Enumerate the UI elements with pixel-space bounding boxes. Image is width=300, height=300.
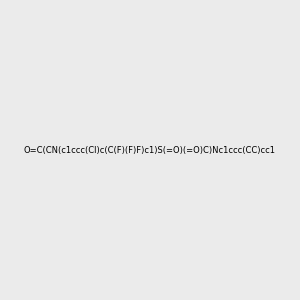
Text: O=C(CN(c1ccc(Cl)c(C(F)(F)F)c1)S(=O)(=O)C)Nc1ccc(CC)cc1: O=C(CN(c1ccc(Cl)c(C(F)(F)F)c1)S(=O)(=O)C… [24,146,276,154]
